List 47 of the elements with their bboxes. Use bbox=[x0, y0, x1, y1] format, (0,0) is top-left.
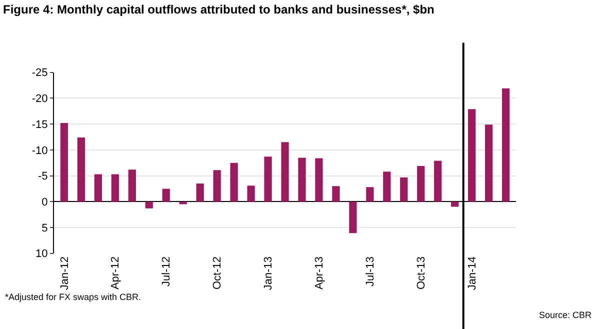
bar bbox=[264, 156, 272, 202]
bar bbox=[77, 138, 85, 202]
bar bbox=[485, 124, 493, 202]
bar bbox=[196, 184, 204, 202]
y-tick-label: -5 bbox=[38, 170, 48, 183]
chart-title: Figure 4: Monthly capital outflows attributed to banks and businesses*, $bn bbox=[3, 2, 434, 16]
bar bbox=[162, 188, 170, 202]
bar bbox=[434, 160, 442, 202]
bar bbox=[417, 166, 425, 202]
y-tick-label: 10 bbox=[36, 248, 48, 260]
source-note: Source: CBR bbox=[539, 310, 592, 320]
bar bbox=[281, 142, 289, 202]
y-tick-label: 0 bbox=[42, 196, 48, 208]
bar bbox=[400, 177, 408, 202]
bar bbox=[230, 162, 238, 202]
x-tick-label: Jul-12 bbox=[160, 256, 173, 286]
x-tick-label: Oct-12 bbox=[212, 256, 224, 290]
bar bbox=[468, 109, 476, 202]
bar bbox=[332, 186, 340, 202]
x-tick-label: Jan-13 bbox=[262, 256, 275, 290]
bar bbox=[247, 186, 255, 202]
y-tick-label: 5 bbox=[42, 222, 48, 234]
bar bbox=[298, 158, 306, 202]
x-tick-label: Oct-13 bbox=[415, 256, 428, 290]
x-tick-label: Apr-12 bbox=[110, 256, 122, 290]
x-tick-label: Jan-12 bbox=[58, 256, 71, 290]
x-tick-label: Jan-14 bbox=[466, 256, 478, 290]
bar bbox=[315, 158, 323, 202]
y-tick-label: -20 bbox=[32, 93, 48, 106]
bar bbox=[451, 202, 459, 207]
y-tick-label: -25 bbox=[32, 67, 48, 80]
y-tick-label: -10 bbox=[32, 144, 48, 157]
bar bbox=[213, 170, 221, 202]
bar bbox=[145, 202, 153, 208]
x-tick-label: Jul-13 bbox=[364, 256, 377, 286]
y-tick-label: -15 bbox=[32, 118, 48, 131]
bar bbox=[60, 123, 68, 202]
bar bbox=[94, 174, 102, 202]
bar bbox=[383, 172, 391, 202]
x-tick-label: Apr-13 bbox=[314, 256, 326, 290]
bar bbox=[111, 174, 119, 202]
bar bbox=[179, 202, 187, 204]
text: *Adjusted for FX swaps with CBR. bbox=[5, 292, 142, 302]
bar bbox=[128, 170, 136, 202]
bar bbox=[349, 202, 357, 234]
bar bbox=[502, 88, 510, 202]
bar bbox=[366, 187, 374, 202]
